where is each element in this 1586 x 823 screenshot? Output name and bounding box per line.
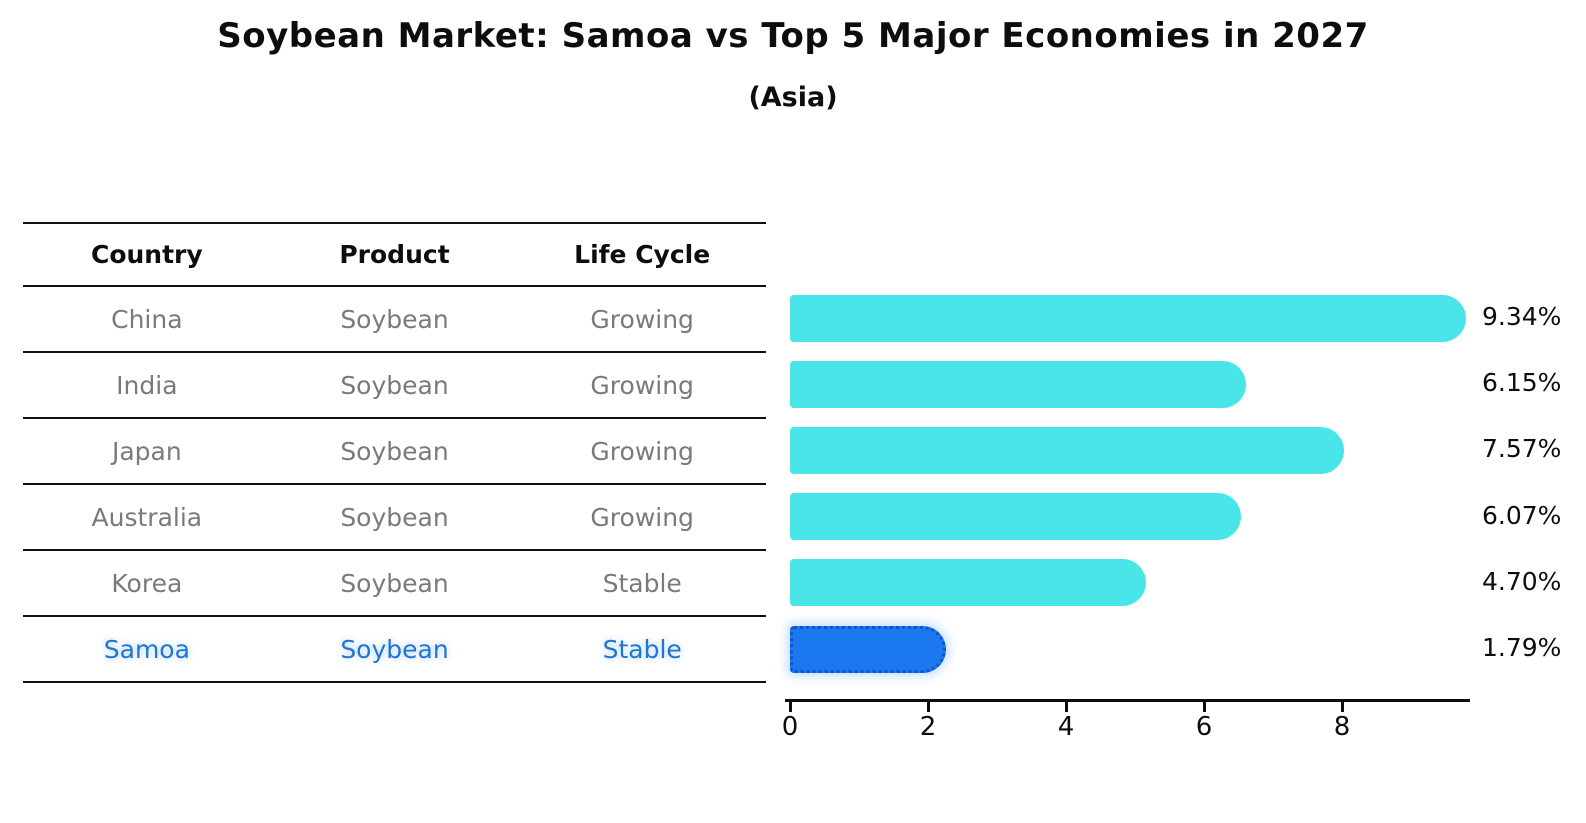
cell-country: Samoa [103, 634, 190, 664]
col-header-product: Product [339, 240, 450, 269]
bar-china [790, 294, 1467, 342]
x-axis-tick-6 [1202, 702, 1206, 712]
table-row-samoa: Samoa Soybean Stable [23, 617, 766, 683]
cell-lifecycle: Stable [602, 568, 682, 598]
bar-value-label-japan: 7.57% [1482, 434, 1562, 464]
country-table: Country Product Life Cycle China Soybean… [23, 222, 766, 683]
col-header-lifecycle: Life Cycle [574, 240, 711, 269]
cell-country: Japan [111, 436, 182, 466]
x-axis-tick-2 [926, 702, 930, 712]
col-header-country: Country [90, 240, 203, 269]
cell-product: Soybean [340, 502, 449, 532]
bar-value-label-china: 9.34% [1482, 302, 1562, 331]
chart-subtitle: (Asia) [748, 82, 838, 113]
cell-lifecycle: Growing [590, 436, 694, 466]
cell-country: Australia [91, 502, 203, 532]
bar-australia [790, 493, 1241, 541]
table-row-china: China Soybean Growing [23, 287, 766, 353]
bar-value-label-korea: 4.70% [1482, 566, 1562, 596]
x-axis-tick-8 [1340, 702, 1344, 712]
bar-samoa [790, 625, 946, 673]
cell-lifecycle: Stable [602, 634, 682, 664]
cell-country: India [116, 370, 178, 400]
cell-lifecycle: Growing [590, 370, 694, 400]
table-row-japan: Japan Soybean Growing [23, 419, 766, 485]
x-axis-tick-4 [1064, 702, 1068, 712]
cell-product: Soybean [340, 370, 449, 400]
bar-value-label-india: 6.15% [1482, 368, 1562, 398]
bar-korea [790, 559, 1147, 607]
cell-country: China [111, 304, 183, 334]
x-axis-tick-label-2: 2 [919, 712, 937, 742]
table-row-australia: Australia Soybean Growing [23, 485, 766, 551]
bar-value-label-australia: 6.07% [1482, 500, 1562, 530]
x-axis-tick-label-4: 4 [1057, 712, 1075, 742]
cell-product: Soybean [340, 436, 449, 466]
table-row-korea: Korea Soybean Stable [23, 551, 766, 617]
x-axis-tick-label-8: 8 [1333, 712, 1351, 742]
cell-country: Korea [111, 568, 183, 598]
cell-product: Soybean [340, 568, 449, 598]
chart-title: Soybean Market: Samoa vs Top 5 Major Eco… [217, 16, 1369, 56]
cell-product: Soybean [340, 304, 449, 334]
bar-value-label-samoa: 1.79% [1482, 633, 1562, 662]
x-axis-line [785, 699, 1470, 702]
table-header-row: Country Product Life Cycle [23, 224, 766, 287]
cell-lifecycle: Growing [590, 304, 694, 334]
cell-lifecycle: Growing [590, 502, 694, 532]
cell-product: Soybean [340, 634, 449, 664]
x-axis-tick-0 [788, 702, 792, 712]
table-row-india: India Soybean Growing [23, 353, 766, 419]
x-axis-tick-label-6: 6 [1195, 712, 1213, 742]
x-axis-tick-label-0: 0 [781, 712, 799, 742]
bar-india [790, 360, 1247, 408]
bar-japan [790, 426, 1345, 474]
